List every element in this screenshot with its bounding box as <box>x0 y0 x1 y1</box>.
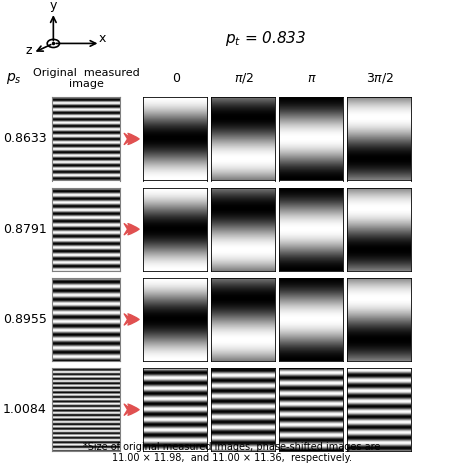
Text: Original  measured
image: Original measured image <box>33 67 140 89</box>
Text: 0.8633: 0.8633 <box>3 133 47 145</box>
Text: $\pi$: $\pi$ <box>307 72 317 85</box>
Text: $\pi/2$: $\pi/2$ <box>234 71 254 86</box>
Text: 1.0084: 1.0084 <box>3 403 47 416</box>
Text: 0: 0 <box>172 72 180 85</box>
Text: $p_t$ = 0.833: $p_t$ = 0.833 <box>225 28 306 48</box>
Text: *Size of original measured images, phase-shifted images are
11.00 × 11.98,  and : *Size of original measured images, phase… <box>83 442 380 463</box>
Text: $p_s$: $p_s$ <box>6 71 21 86</box>
Text: $3\pi/2$: $3\pi/2$ <box>366 71 394 86</box>
Text: 0.8955: 0.8955 <box>3 313 47 326</box>
Text: x: x <box>99 32 106 45</box>
Text: y: y <box>49 0 57 12</box>
Text: z: z <box>25 44 32 57</box>
Text: 0.8791: 0.8791 <box>3 223 47 236</box>
